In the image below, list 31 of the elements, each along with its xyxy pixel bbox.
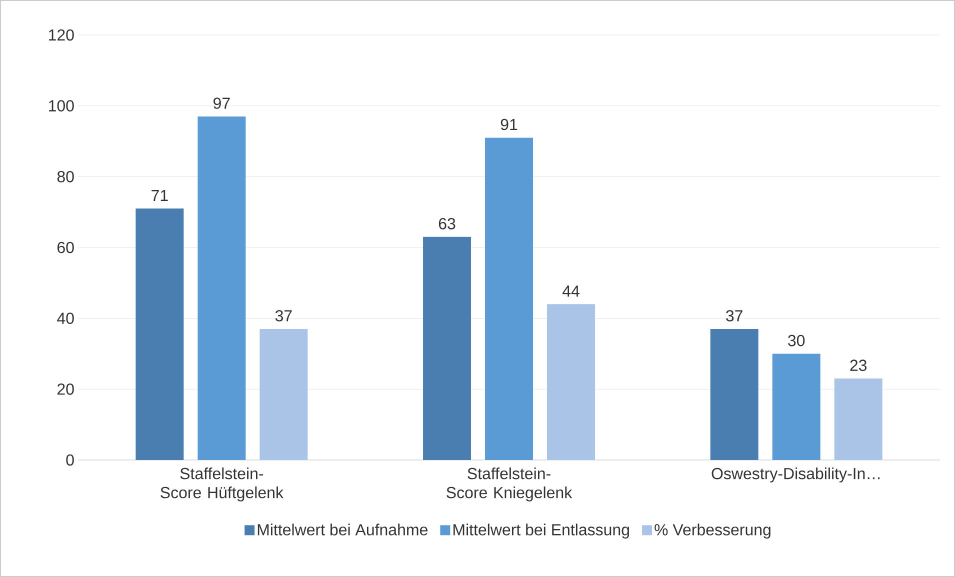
bar bbox=[772, 354, 820, 460]
data-label: 23 bbox=[850, 360, 867, 372]
data-label: 91 bbox=[500, 118, 518, 130]
legend-label: Mittelwert bei Aufnahme bbox=[258, 524, 428, 536]
data-label: 37 bbox=[726, 310, 742, 322]
y-tick-label: 40 bbox=[57, 312, 74, 324]
x-tick-label: Oswestry-Disability-In… bbox=[712, 468, 880, 482]
bar bbox=[260, 328, 308, 460]
y-tick-label: 100 bbox=[49, 100, 74, 112]
y-tick-label: 60 bbox=[58, 242, 74, 254]
bar bbox=[198, 116, 246, 460]
data-label: 71 bbox=[152, 190, 168, 202]
y-tick-label: 20 bbox=[58, 383, 74, 395]
data-label: 97 bbox=[214, 98, 230, 109]
data-label: 30 bbox=[788, 334, 805, 346]
x-tick-label: Staffelstein-Score Hüftgelenk bbox=[160, 468, 284, 502]
bar bbox=[136, 208, 184, 460]
x-tick-label: Staffelstein-Score Kniegelenk bbox=[446, 468, 572, 502]
data-label: 44 bbox=[562, 286, 580, 297]
bar bbox=[423, 236, 472, 460]
data-label: 63 bbox=[438, 218, 456, 230]
legend-label: Mittelwert bei Entlassung bbox=[454, 524, 629, 539]
bar bbox=[485, 138, 534, 460]
data-label: 37 bbox=[275, 310, 292, 322]
bar bbox=[547, 304, 596, 460]
y-tick-label: 0 bbox=[66, 454, 74, 466]
y-tick-label: 80 bbox=[57, 170, 74, 182]
legend-label: % Verbesserung bbox=[654, 524, 770, 539]
bar bbox=[834, 378, 882, 460]
bar bbox=[710, 328, 758, 460]
y-tick-label: 120 bbox=[49, 29, 74, 41]
